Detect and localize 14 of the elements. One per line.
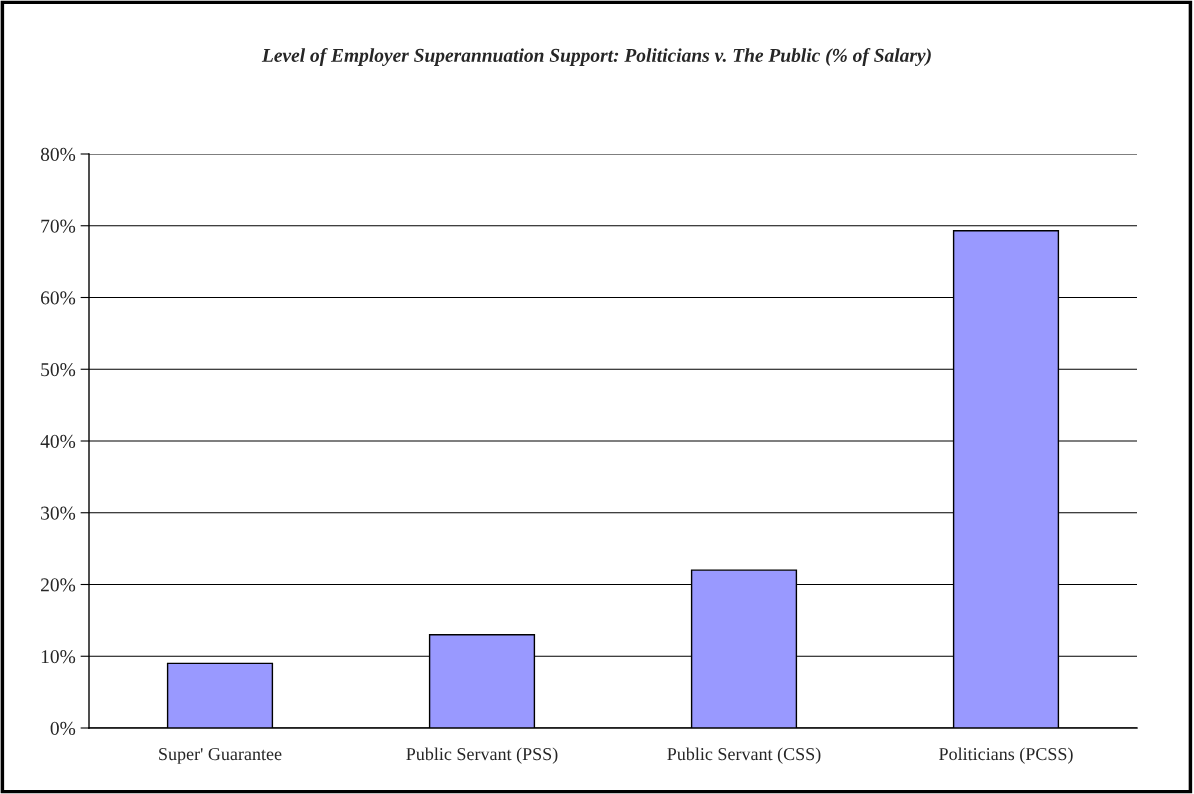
y-tick-label: 20% — [41, 578, 76, 592]
y-tick-label: 30% — [41, 506, 76, 520]
y-tick-label: 0% — [50, 721, 76, 735]
y-tick-label: 10% — [41, 650, 76, 664]
y-tick-label: 40% — [40, 434, 76, 448]
x-tick-label: Super' Guarantee — [159, 748, 282, 764]
y-tick-label: 50% — [41, 363, 76, 377]
x-tick-label: Public Servant (PSS) — [406, 747, 558, 764]
y-tick-label: 80% — [40, 147, 76, 161]
x-tick-label: Politicians (PCSS) — [939, 747, 1073, 764]
y-tick-label: 60% — [41, 291, 76, 305]
x-tick-label: Public Servant (CSS) — [667, 747, 821, 764]
chart-title: Level of Employer Superannuation Support: Politicians v. The Public (% of Salary) — [261, 48, 931, 66]
y-tick-label: 70% — [41, 219, 76, 233]
